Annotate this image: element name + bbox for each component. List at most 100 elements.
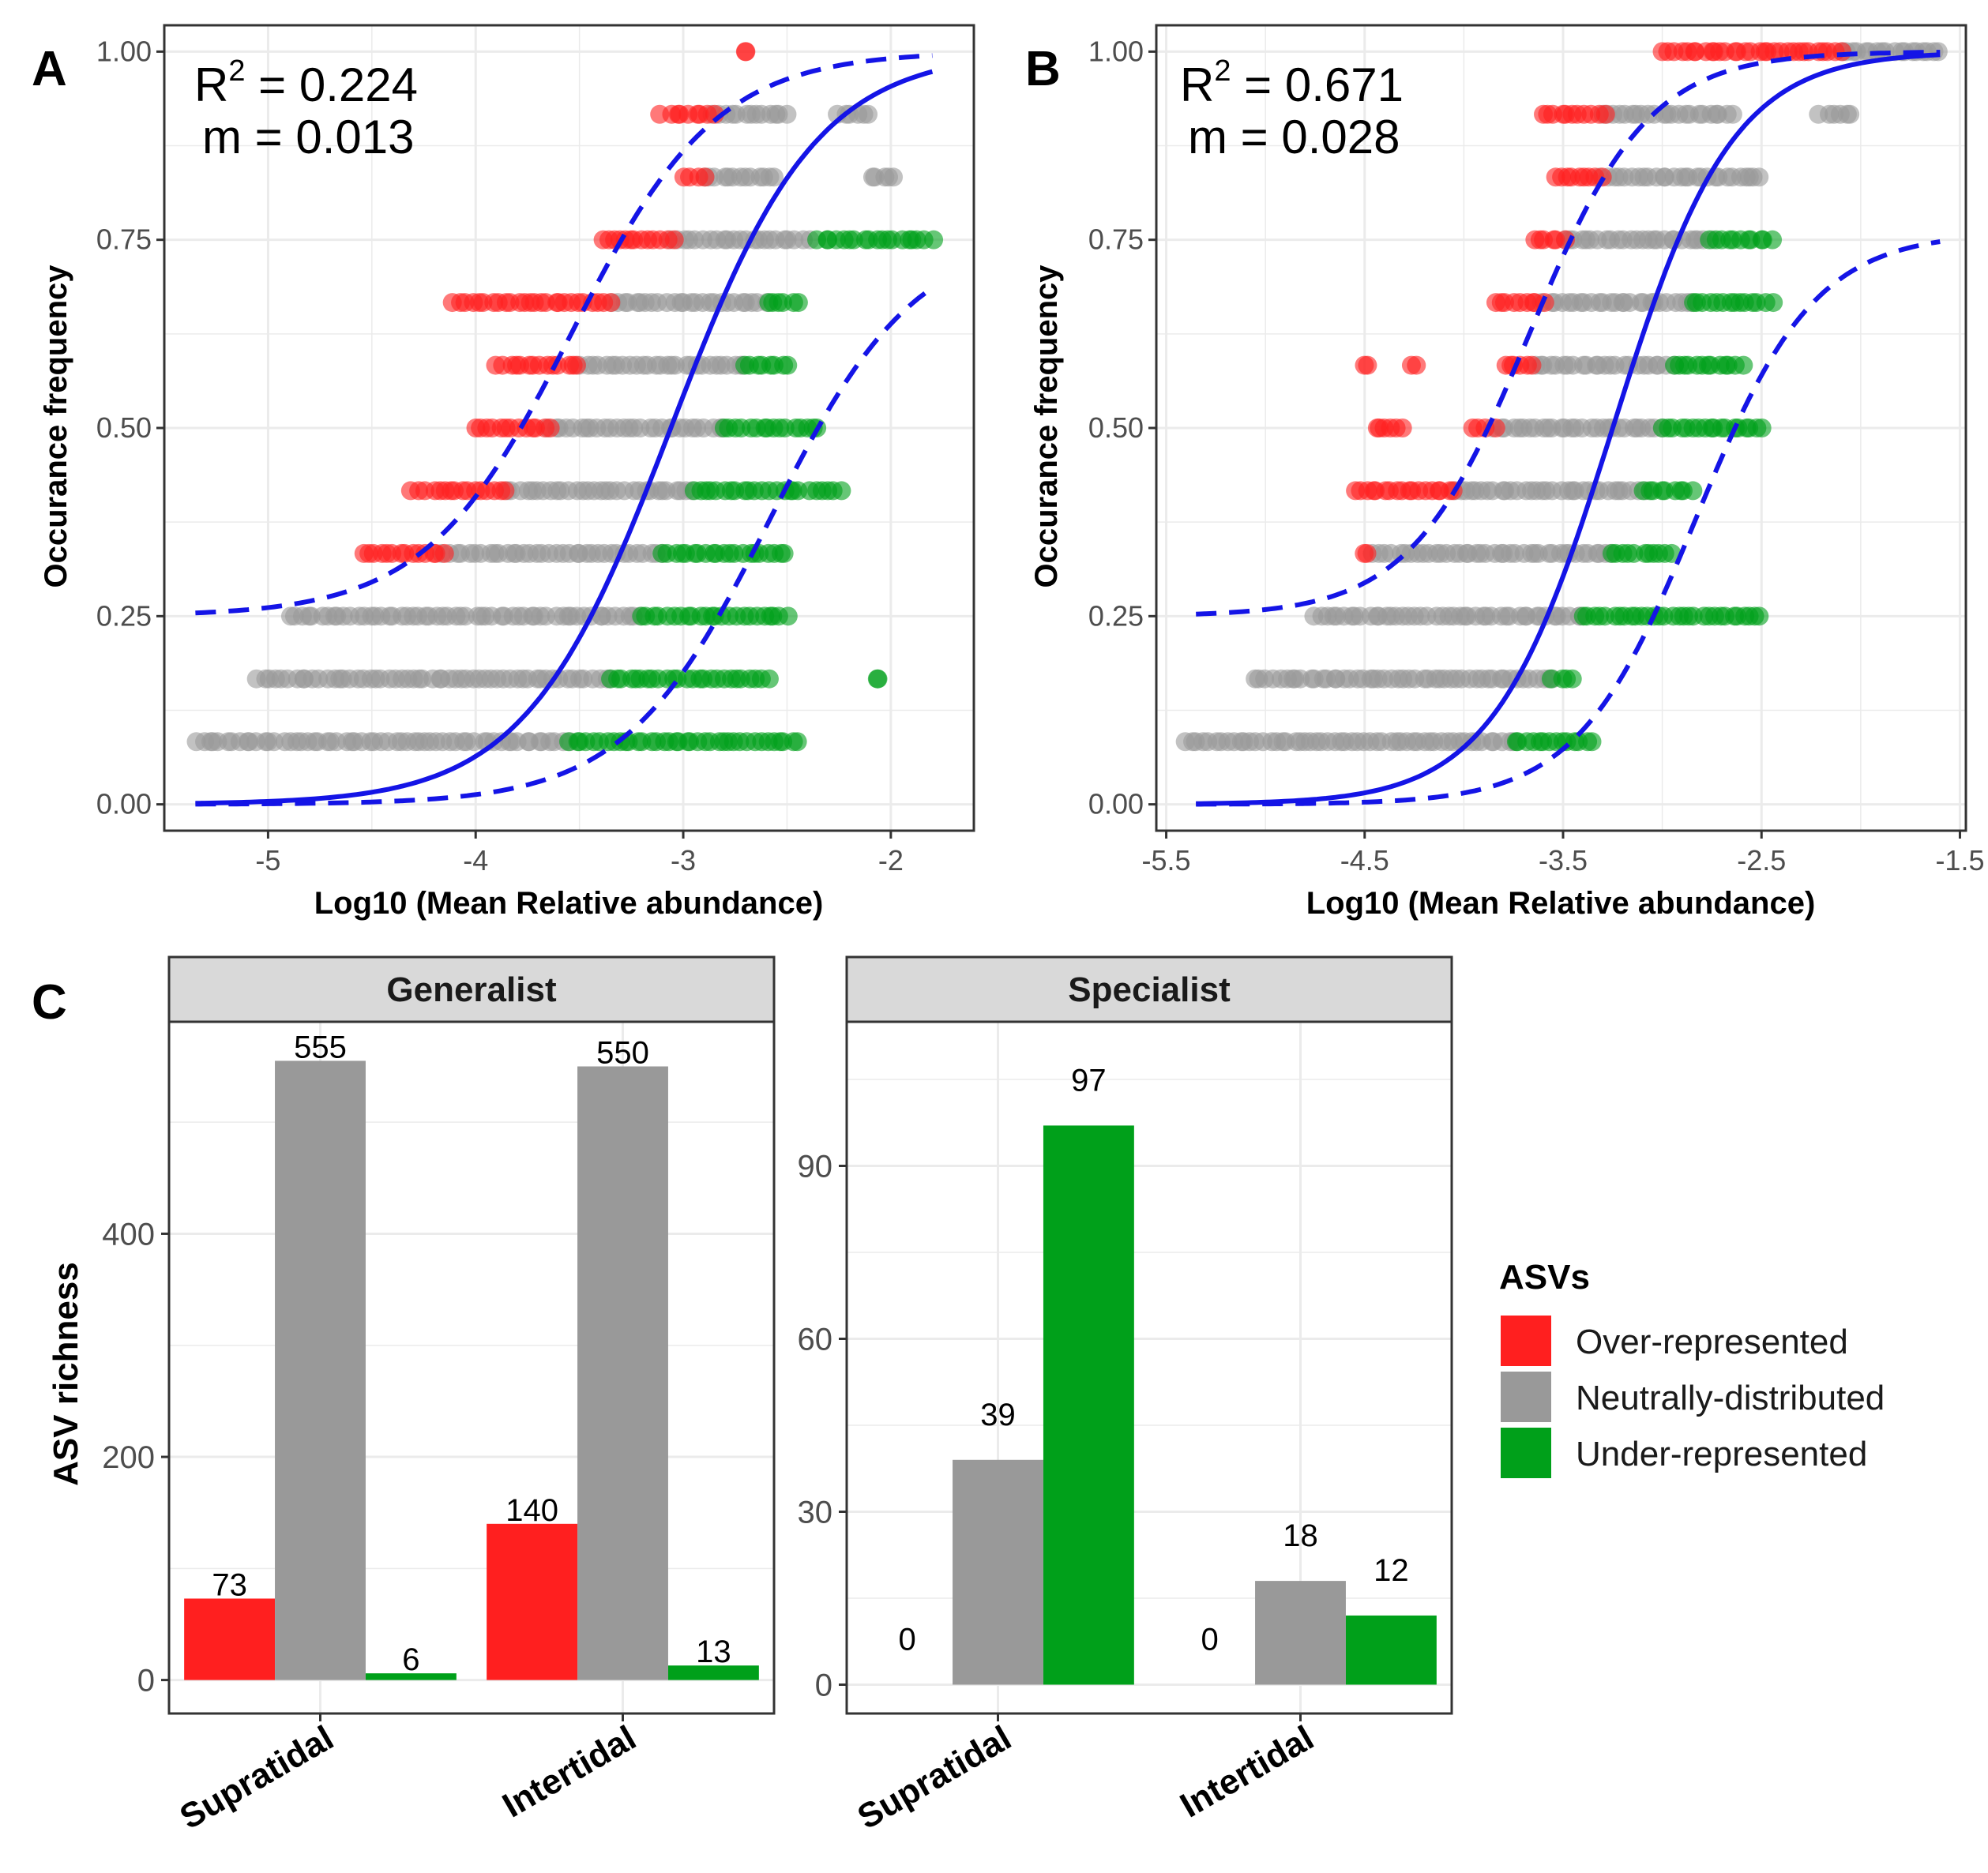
y-tick-label: 0.00 bbox=[96, 788, 152, 820]
facet-plot-bg bbox=[169, 1022, 774, 1713]
panel-label-a: A bbox=[32, 42, 67, 96]
legend-swatch-neutral bbox=[1501, 1372, 1551, 1422]
under-represented-point bbox=[868, 669, 888, 689]
y-tick-label: 0.00 bbox=[1088, 788, 1144, 820]
x-tick-label: -1.5 bbox=[1935, 844, 1984, 876]
y-tick-label: 400 bbox=[102, 1217, 155, 1252]
x-tick-label: -2 bbox=[878, 844, 904, 876]
under-represented-point bbox=[1764, 293, 1783, 313]
panel-label-c: C bbox=[32, 975, 67, 1030]
under-represented-point bbox=[1749, 606, 1769, 626]
under-represented-bar bbox=[1043, 1125, 1134, 1685]
panel-b-m: m = 0.028 bbox=[1188, 111, 1400, 163]
bar-value-label: 12 bbox=[1374, 1553, 1409, 1588]
neutral-point bbox=[777, 104, 797, 124]
panel-b-xlabel: Log10 (Mean Relative abundance) bbox=[1306, 886, 1816, 921]
bar-value-label: 140 bbox=[505, 1493, 558, 1528]
panel-b-points bbox=[1175, 42, 1948, 752]
over-represented-point bbox=[601, 293, 621, 313]
generalist-grid bbox=[169, 1022, 774, 1713]
over-represented-point bbox=[1522, 355, 1542, 375]
neutral-point bbox=[884, 167, 904, 187]
y-tick-label: 0.50 bbox=[1088, 411, 1144, 444]
panel-c-ylabel: ASV richness bbox=[47, 1262, 85, 1486]
under-represented-point bbox=[787, 732, 807, 752]
panel-a-r2: R2 = 0.224 bbox=[194, 54, 418, 111]
y-tick-label: 0 bbox=[137, 1664, 155, 1698]
bar-value-label: 73 bbox=[212, 1567, 247, 1602]
under-represented-point bbox=[759, 669, 779, 689]
x-tick-label: -3 bbox=[671, 844, 696, 876]
over-represented-point bbox=[1595, 104, 1615, 124]
neutral-point bbox=[765, 167, 784, 187]
x-tick-label: -5.5 bbox=[1142, 844, 1191, 876]
specialist-bars: 0 39 97 0 18 12 bbox=[898, 1063, 1437, 1685]
over-represented-bar bbox=[487, 1523, 578, 1680]
under-represented-point bbox=[1662, 543, 1682, 563]
neutral-bar bbox=[953, 1459, 1043, 1685]
y-tick-label: 1.00 bbox=[96, 35, 152, 67]
over-represented-point bbox=[1355, 543, 1374, 563]
y-tick-label: 0.25 bbox=[96, 599, 152, 632]
neutral-point bbox=[1840, 104, 1860, 124]
under-represented-point bbox=[778, 606, 798, 626]
over-represented-point bbox=[1832, 42, 1852, 62]
under-represented-point bbox=[1734, 355, 1753, 375]
y-tick-label: 0 bbox=[815, 1668, 832, 1703]
bar-value-label: 18 bbox=[1283, 1518, 1318, 1553]
x-tick-label: -4 bbox=[463, 844, 488, 876]
over-represented-point bbox=[1407, 355, 1426, 375]
under-represented-point bbox=[924, 230, 944, 250]
under-represented-bar bbox=[667, 1665, 759, 1680]
under-represented-point bbox=[788, 293, 808, 313]
legend-swatch-over bbox=[1501, 1316, 1551, 1366]
over-represented-point bbox=[664, 230, 684, 250]
x-tick-label: -3.5 bbox=[1539, 844, 1588, 876]
panel-a-axes: -5 -4 -3 -2 0.00 0.25 0.50 0.75 1.00 bbox=[96, 35, 904, 876]
legend-label-over: Over-represented bbox=[1576, 1323, 1848, 1361]
panel-b-r2: R2 = 0.671 bbox=[1180, 54, 1404, 111]
over-represented-point bbox=[1355, 355, 1374, 375]
generalist-bars: 73 555 6 140 550 13 bbox=[184, 1030, 759, 1680]
over-represented-point bbox=[566, 355, 586, 375]
panel-a-xlabel: Log10 (Mean Relative abundance) bbox=[314, 886, 824, 921]
neutral-point bbox=[1749, 167, 1769, 187]
over-represented-point bbox=[1392, 419, 1412, 437]
under-represented-point bbox=[1562, 669, 1582, 689]
under-represented-point bbox=[1752, 419, 1772, 437]
y-tick-label: 0.50 bbox=[96, 411, 152, 444]
facet-title-specialist: Specialist bbox=[1068, 970, 1231, 1009]
panel-a-m: m = 0.013 bbox=[202, 111, 415, 163]
neutral-bar bbox=[577, 1066, 668, 1680]
specialist-grid bbox=[847, 1022, 1452, 1713]
upper-confidence-line bbox=[1196, 50, 1941, 617]
over-represented-point bbox=[736, 42, 756, 62]
legend-title: ASVs bbox=[1499, 1258, 1590, 1297]
under-represented-point bbox=[1763, 230, 1783, 250]
generalist-frame bbox=[167, 1020, 776, 1715]
upper-confidence-line bbox=[195, 53, 933, 616]
under-represented-point bbox=[774, 543, 794, 563]
bar-value-label: 97 bbox=[1071, 1063, 1107, 1098]
legend: ASVs Over-represented Neutrally-distribu… bbox=[1499, 1258, 1885, 1478]
over-represented-point bbox=[695, 167, 715, 187]
neutral-point bbox=[859, 104, 878, 124]
bar-value-label: 0 bbox=[1201, 1623, 1218, 1657]
panel-a-ylabel: Occurance frequency bbox=[39, 265, 73, 588]
under-represented-bar bbox=[1345, 1615, 1437, 1685]
lower-confidence-line bbox=[195, 286, 934, 807]
bar-value-label: 550 bbox=[596, 1036, 649, 1071]
bar-value-label: 0 bbox=[898, 1623, 915, 1657]
facet-title-generalist: Generalist bbox=[386, 970, 557, 1009]
under-represented-point bbox=[1683, 481, 1703, 501]
neutral-bar bbox=[1255, 1581, 1346, 1685]
legend-swatch-under bbox=[1501, 1428, 1551, 1478]
y-tick-label: 0.25 bbox=[1088, 599, 1144, 632]
panel-a: A -5 -4 -3 -2 0.00 0.25 0.50 0.75 1.00 R2 = 0.22… bbox=[32, 24, 975, 921]
x-tick-label: -4.5 bbox=[1340, 844, 1389, 876]
x-tick-label: -2.5 bbox=[1737, 844, 1786, 876]
under-represented-bar bbox=[365, 1673, 457, 1680]
y-tick-label: 30 bbox=[798, 1496, 833, 1530]
y-tick-label: 1.00 bbox=[1088, 35, 1144, 67]
neutral-model-fit-line bbox=[1196, 52, 1941, 806]
